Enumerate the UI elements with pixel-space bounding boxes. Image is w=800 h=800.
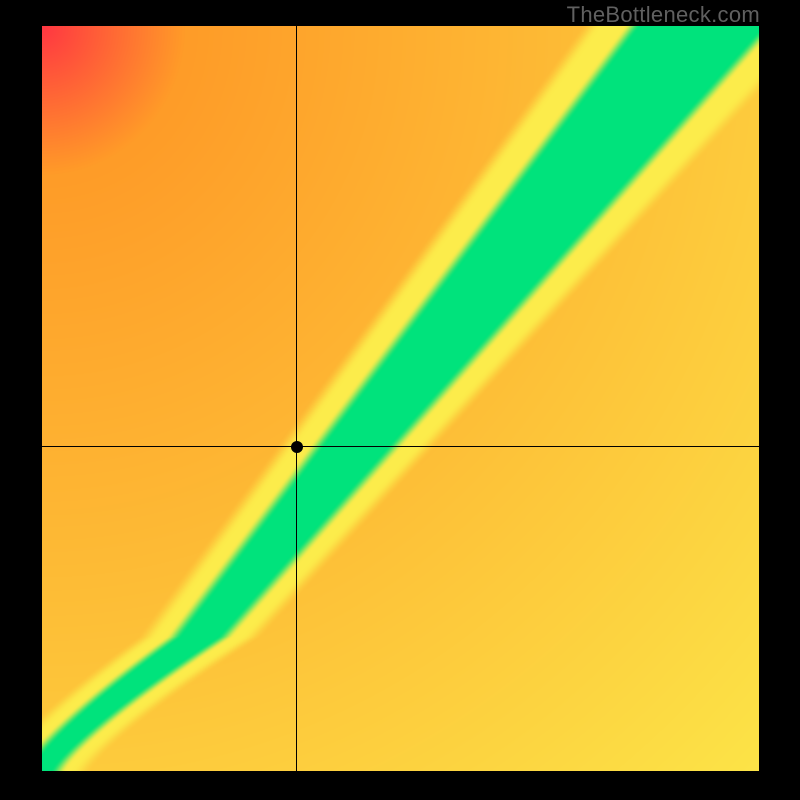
heatmap-canvas — [42, 26, 759, 771]
chart-container: { "canvas": { "width": 800, "height": 80… — [0, 0, 800, 800]
crosshair-marker — [291, 441, 303, 453]
heatmap-plot — [42, 26, 759, 771]
crosshair-horizontal — [42, 446, 759, 447]
crosshair-vertical — [296, 26, 297, 771]
watermark-text: TheBottleneck.com — [567, 2, 760, 28]
